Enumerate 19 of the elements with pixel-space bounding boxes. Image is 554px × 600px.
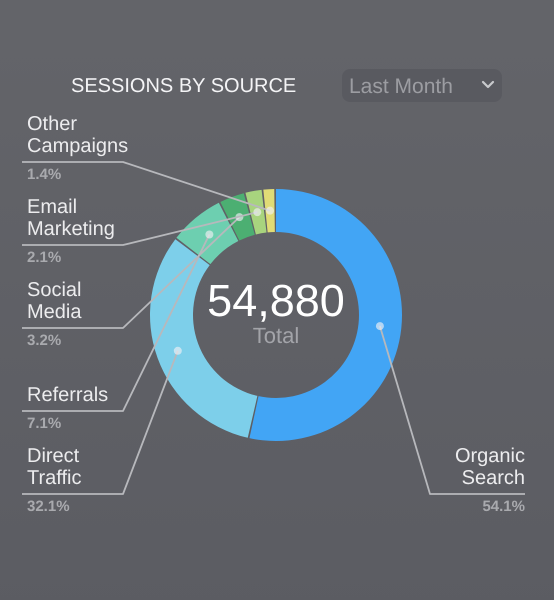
slice-label: Other Campaigns: [27, 113, 128, 157]
slice-label: Direct Traffic: [27, 445, 82, 489]
donut-slice: [245, 190, 266, 234]
chart-title: SESSIONS BY SOURCE: [71, 75, 296, 97]
slice-label: Social Media: [27, 279, 82, 323]
text: 54,880: [207, 275, 345, 326]
slice-label: Email Marketing: [27, 196, 115, 240]
slice-label: Organic Search: [454, 445, 525, 489]
slice-label: Referrals: [27, 384, 108, 406]
data-label: 2.1%: [27, 249, 62, 266]
donut-slice: [220, 193, 255, 241]
data-label: 3.2%: [27, 332, 62, 349]
data-label: 54.1%: [482, 498, 525, 515]
data-label: 7.1%: [27, 415, 62, 432]
data-label: 1.4%: [27, 166, 62, 183]
text: Total: [252, 323, 300, 348]
data-label: 32.1%: [27, 498, 70, 515]
dropdown: Last Month: [342, 69, 502, 102]
chart-subtitle: Last Month: [349, 75, 453, 98]
